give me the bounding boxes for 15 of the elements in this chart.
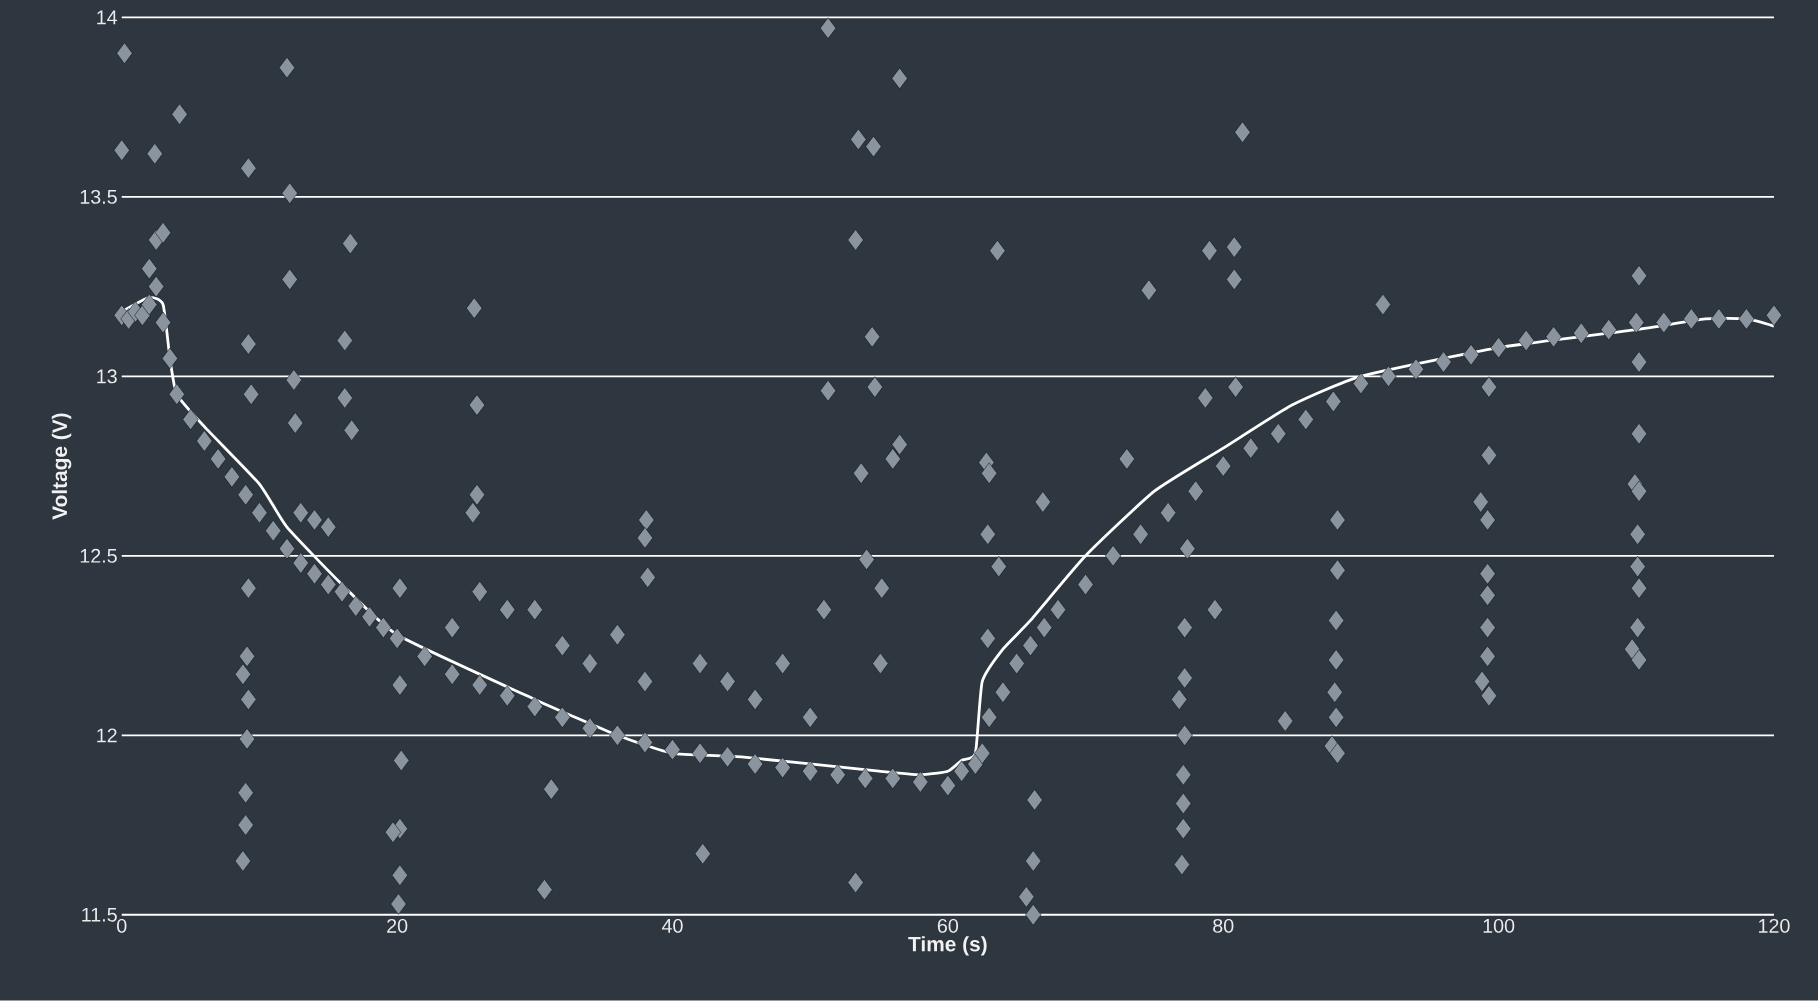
x-axis-title: Time (s) [908,936,987,956]
y-tick-label: 12.5 [80,549,117,564]
x-tick-label: 20 [387,919,408,934]
y-tick-label: 13.5 [80,190,117,205]
x-tick-label: 120 [1759,919,1790,934]
x-tick-label: 40 [661,919,683,934]
y-tick-label: 12 [97,728,117,743]
x-tick-label: 80 [1213,919,1234,934]
y-axis-title: Voltage (V) [51,413,72,520]
x-tick-label: 60 [937,919,959,934]
y-tick-label: 13 [97,369,117,384]
x-tick-label: 100 [1483,919,1515,934]
x-tick-label: 0 [117,919,127,934]
y-tick-label: 11.5 [82,908,117,922]
y-tick-label: 14 [97,10,118,25]
